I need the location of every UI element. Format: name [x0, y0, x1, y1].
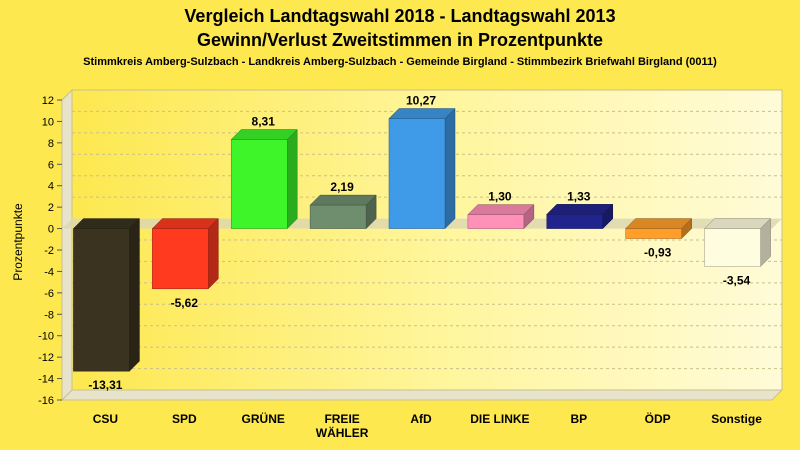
- bar-side: [286, 128, 298, 230]
- data-label: 1,33: [567, 189, 591, 203]
- bar: [467, 214, 525, 229]
- y-tick-label: -8: [44, 309, 54, 321]
- bar-top: [388, 108, 456, 119]
- chart-title-line2: Gewinn/Verlust Zweitstimmen in Prozentpu…: [197, 30, 603, 50]
- x-tick-label: WÄHLER: [316, 425, 369, 440]
- bar: [546, 214, 604, 229]
- data-label: -3,54: [723, 274, 751, 288]
- x-tick-label: AfD: [410, 412, 432, 426]
- bar: [704, 228, 761, 267]
- bar-side: [444, 107, 456, 230]
- y-tick-label: -12: [38, 352, 54, 364]
- y-tick-label: 8: [48, 138, 54, 150]
- bar-top: [703, 218, 772, 229]
- y-tick-label: 10: [42, 116, 54, 128]
- bar-top: [309, 194, 377, 206]
- bar-top: [151, 218, 219, 229]
- y-tick-label: 4: [48, 181, 54, 193]
- x-tick-label: Sonstige: [711, 412, 762, 426]
- y-tick-label: 6: [48, 159, 54, 171]
- y-tick-label: -4: [44, 266, 54, 278]
- data-label: -13,31: [88, 378, 122, 392]
- data-label: 10,27: [406, 94, 436, 108]
- bar-top: [546, 204, 614, 215]
- y-tick-label: -6: [44, 288, 54, 300]
- y-tick-label: -14: [38, 374, 54, 386]
- bar: [152, 228, 209, 290]
- x-tick-label: SPD: [172, 412, 197, 426]
- x-tick-label: DIE LINKE: [470, 412, 529, 426]
- bar-side: [129, 217, 140, 372]
- x-tick-label: ÖDP: [645, 411, 671, 426]
- y-axis-label: Prozentpunkte: [11, 203, 25, 281]
- x-tick-label: GRÜNE: [242, 411, 285, 426]
- bar: [625, 228, 682, 239]
- bar: [388, 118, 446, 229]
- chart-subtitle: Stimmkreis Amberg-Sulzbach - Landkreis A…: [83, 56, 717, 68]
- bar: [73, 228, 130, 372]
- data-label: -0,93: [644, 246, 672, 260]
- data-label: 2,19: [330, 180, 354, 194]
- plot-floor: [60, 389, 784, 401]
- bar-top: [625, 218, 693, 229]
- x-tick-label: FREIE: [324, 412, 359, 426]
- y-tick-label: -10: [38, 331, 54, 343]
- bar: [230, 139, 288, 229]
- bar-top: [72, 218, 141, 229]
- plot-area: 12 10 8 6 4 2 0 -2 -4 -6 -8 -10 -12 -14 -16 -13,31 CSU -5…: [38, 88, 784, 440]
- data-label: 1,30: [488, 190, 512, 204]
- bar: [309, 204, 367, 229]
- x-tick-label: BP: [570, 412, 587, 426]
- plot-side-wall: [61, 88, 73, 402]
- y-tick-label: 12: [42, 95, 54, 107]
- y-tick-label: 0: [48, 224, 54, 236]
- x-tick-label: CSU: [93, 412, 118, 426]
- bar-top: [230, 129, 298, 140]
- bar-side: [208, 217, 219, 290]
- y-tick-label: 2: [48, 202, 54, 214]
- bar-top: [467, 204, 535, 215]
- data-label: -5,62: [171, 296, 199, 310]
- y-tick-label: -2: [44, 245, 54, 257]
- data-label: 8,31: [252, 115, 276, 129]
- chart-title-line1: Vergleich Landtagswahl 2018 - Landtagswa…: [184, 6, 615, 26]
- y-tick-label: -16: [38, 395, 54, 407]
